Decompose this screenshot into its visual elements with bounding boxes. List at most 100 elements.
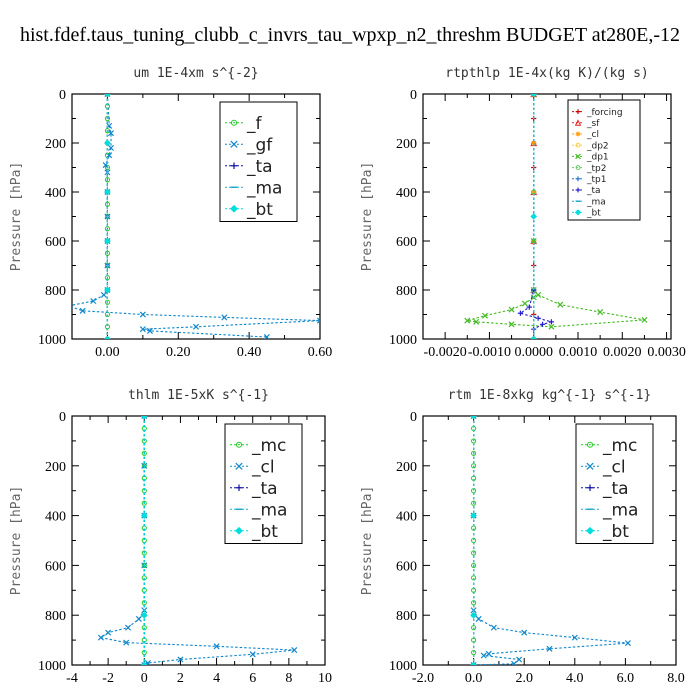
data-point <box>141 550 147 556</box>
data-point <box>107 130 114 137</box>
data-point <box>531 140 537 146</box>
x-tick-label: 0.0010 <box>559 345 598 360</box>
data-point <box>546 645 553 652</box>
legend-item-bt: _bt <box>581 522 629 542</box>
data-point <box>531 189 537 195</box>
data-point <box>464 317 471 324</box>
legend-box <box>575 423 654 544</box>
data-point <box>141 450 147 456</box>
legend-item-cl: _cl <box>581 457 626 477</box>
legend-item-forcing: _forcing <box>572 108 623 118</box>
data-point <box>475 615 482 622</box>
data-point <box>141 500 147 506</box>
x-tick-label: 0.0030 <box>647 345 686 360</box>
data-point <box>104 115 111 122</box>
data-point <box>79 307 86 314</box>
legend: _mc_cl_ta_ma_bt <box>575 423 654 544</box>
data-point <box>249 651 256 658</box>
data-point <box>480 652 487 659</box>
legend-label: _dp2 <box>586 141 609 151</box>
y-tick-label: 1000 <box>389 659 417 674</box>
x-tick-label: 0.0 <box>465 671 483 686</box>
x-tick-label: 0.00 <box>95 345 120 360</box>
data-point <box>141 562 147 568</box>
data-point <box>141 661 148 665</box>
data-point <box>517 310 524 316</box>
legend-marker <box>230 140 238 148</box>
legend-marker <box>235 441 243 448</box>
x-tick-label: 4 <box>213 671 220 686</box>
legend-marker <box>574 209 582 216</box>
data-point <box>511 660 518 665</box>
panel-title: thlm 1E-5xK s^{-1} <box>128 388 269 403</box>
y-tick-label: 600 <box>45 235 66 250</box>
panel-title: rtm 1E-8xkg kg^{-1} s^{-1} <box>448 388 652 403</box>
chart-panel-1: um 1E-4xm s^{-2} Pressure [hPa] 0 200 400 600… <box>9 66 332 360</box>
data-point <box>90 298 97 305</box>
data-point <box>470 611 477 619</box>
panel-title: rtpthlp 1E-4x(kg K)/(kg s) <box>445 66 649 81</box>
data-point <box>539 321 546 327</box>
data-point <box>104 262 111 269</box>
legend-marker <box>586 441 594 448</box>
data-point <box>97 634 104 641</box>
x-tick-label: -0.0010 <box>468 345 511 360</box>
legend-label: _cl <box>251 457 275 477</box>
legend-label: _forcing <box>586 108 623 118</box>
data-point <box>192 323 200 330</box>
data-point <box>104 164 111 171</box>
legend-label: _mc <box>251 436 286 456</box>
y-tick-label: 0 <box>410 88 417 103</box>
legend-marker <box>575 187 581 193</box>
legend-marker <box>575 131 581 137</box>
legend-marker <box>230 119 238 126</box>
legend-label: _ma <box>586 197 606 207</box>
data-point <box>107 144 114 151</box>
legend-box <box>219 101 298 222</box>
x-tick-label: 0 <box>141 671 148 686</box>
x-tick-label: 10 <box>318 671 332 686</box>
legend-marker <box>230 162 238 169</box>
legend-label: _mc <box>602 436 637 456</box>
series-layer <box>72 94 320 339</box>
data-point <box>535 315 541 321</box>
legend-label: _sf <box>586 119 600 129</box>
data-point <box>526 304 532 310</box>
data-point <box>140 512 148 519</box>
data-point <box>140 611 148 619</box>
y-tick-label: 600 <box>396 235 417 250</box>
legend-label: _bt <box>586 209 601 219</box>
legend-marker <box>575 153 581 160</box>
legend-marker <box>575 165 581 171</box>
y-tick-label: 400 <box>45 510 66 525</box>
legend-marker <box>586 526 594 535</box>
legend-label: _bt <box>602 522 629 542</box>
data-point <box>471 562 477 568</box>
data-point <box>530 335 538 339</box>
data-point <box>473 318 480 325</box>
legend-marker <box>235 462 243 470</box>
legend-item-ma: _ma <box>230 500 287 520</box>
x-tick-label: 0.0020 <box>603 345 642 360</box>
y-axis-label: Pressure [hPa] <box>9 162 24 272</box>
legend-item-mc: _mc <box>581 436 637 456</box>
legend-label: _gf <box>246 135 273 155</box>
data-point <box>470 416 477 420</box>
data-point <box>530 213 538 220</box>
data-point <box>263 334 270 339</box>
panel-title: um 1E-4xm s^{-2} <box>133 66 258 81</box>
legend-label: _tp1 <box>586 175 606 185</box>
legend-label: _bt <box>251 522 278 542</box>
legend-marker <box>235 484 243 491</box>
legend-item-mc: _mc <box>230 436 286 456</box>
series-layer <box>470 416 631 665</box>
data-point <box>571 634 578 641</box>
data-point <box>100 291 107 298</box>
data-point <box>221 314 228 321</box>
y-tick-label: 400 <box>396 510 417 525</box>
y-tick-label: 0 <box>410 410 417 425</box>
data-point <box>557 301 564 308</box>
legend-label: _ma <box>246 178 282 198</box>
legend-marker <box>575 176 581 182</box>
